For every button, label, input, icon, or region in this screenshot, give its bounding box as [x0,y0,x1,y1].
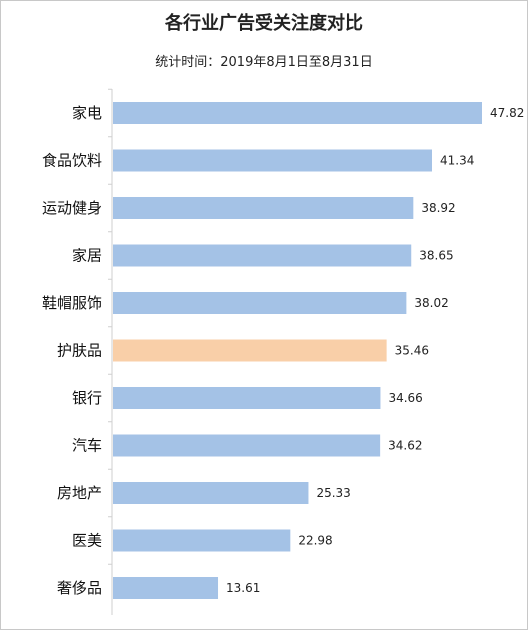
category-label: 食品饮料 [42,152,102,170]
category-label: 银行 [72,389,102,407]
bar [113,529,291,552]
category-label: 护肤品 [57,342,102,360]
data-label: 41.34 [440,154,474,168]
category-label: 房地产 [57,484,102,502]
bar [113,197,414,219]
data-label: 35.46 [395,344,429,358]
chart-title: 各行业广告受关注度对比 [165,13,363,34]
chart-subtitle: 统计时间：2019年8月1日至8月31日 [155,55,373,70]
bar [113,577,219,599]
category-label: 家电 [72,104,102,122]
bar [113,102,482,124]
category-label: 家居 [72,247,102,265]
data-label: 47.82 [490,106,524,120]
bar [113,434,381,457]
data-label: 38.65 [419,249,453,263]
category-label: 鞋帽服饰 [42,294,102,312]
data-label: 38.92 [421,201,455,215]
category-label: 运动健身 [42,199,102,217]
bar [113,387,381,409]
data-label: 13.61 [226,581,260,595]
category-label: 奢侈品 [57,579,102,597]
category-label: 汽车 [72,437,102,455]
data-label: 22.98 [298,534,332,548]
bar [113,244,412,267]
bar [113,292,407,314]
data-label: 25.33 [316,486,350,500]
category-label: 医美 [72,532,102,550]
bar [113,339,387,362]
data-label: 34.62 [388,439,422,453]
data-label: 38.02 [414,296,448,310]
bar [113,149,432,172]
bar [113,482,309,504]
data-label: 34.66 [388,391,422,405]
